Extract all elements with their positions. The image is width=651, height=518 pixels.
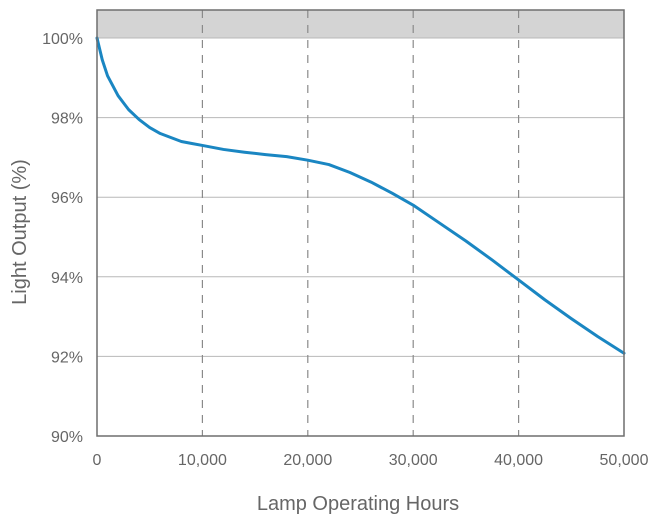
series-layer bbox=[95, 36, 626, 355]
grid-lines bbox=[97, 10, 624, 436]
x-tick-label-30000: 30,000 bbox=[389, 452, 438, 469]
plot-border bbox=[96, 9, 625, 437]
x-tick-label-40000: 40,000 bbox=[494, 452, 543, 469]
shaded-band bbox=[97, 10, 624, 38]
plot-background bbox=[97, 10, 624, 436]
y-axis-title: Light Output (%) bbox=[9, 159, 31, 305]
y-tick-labels: 90% 92% 94% 96% 98% 100% bbox=[42, 31, 83, 446]
x-tick-label-10000: 10,000 bbox=[178, 452, 227, 469]
plot-area bbox=[97, 10, 624, 436]
x-tick-label-0: 0 bbox=[93, 452, 102, 469]
plot-frame bbox=[96, 9, 625, 437]
y-tick-label-92: 92% bbox=[51, 349, 83, 366]
x-tick-label-50000: 50,000 bbox=[600, 452, 649, 469]
light-output-line bbox=[95, 36, 626, 355]
y-tick-label-96: 96% bbox=[51, 190, 83, 207]
y-tick-label-98: 98% bbox=[51, 111, 83, 128]
y-tick-label-94: 94% bbox=[51, 270, 83, 287]
y-tick-label-100: 100% bbox=[42, 31, 83, 48]
x-axis-title: Lamp Operating Hours bbox=[257, 493, 459, 515]
y-tick-label-90: 90% bbox=[51, 429, 83, 446]
x-tick-label-20000: 20,000 bbox=[283, 452, 332, 469]
x-tick-labels: 0 10,000 20,000 30,000 40,000 50,000 bbox=[93, 452, 649, 469]
